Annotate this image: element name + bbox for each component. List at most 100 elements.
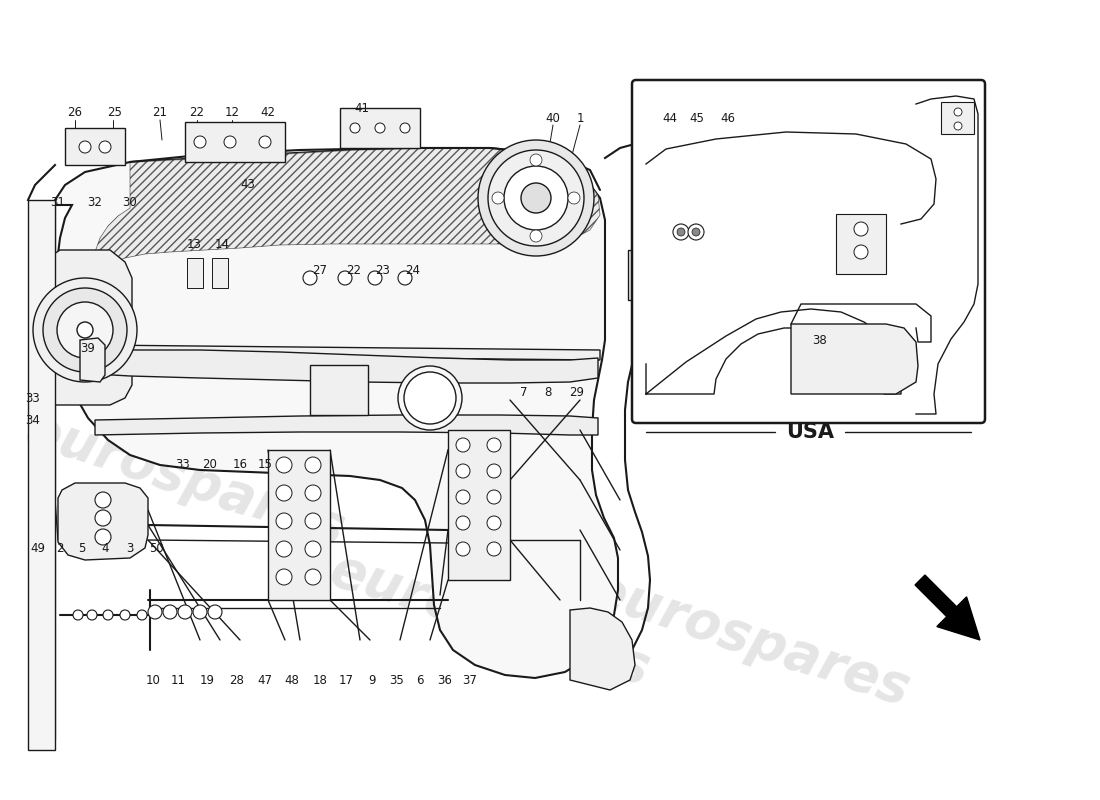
Circle shape [404,372,456,424]
Text: 33: 33 [176,458,190,471]
Circle shape [305,485,321,501]
Circle shape [192,605,207,619]
Text: 40: 40 [546,111,560,125]
FancyArrow shape [915,575,980,640]
Circle shape [456,438,470,452]
Text: 13: 13 [187,238,201,251]
Text: 36: 36 [438,674,452,686]
Text: 18: 18 [312,674,328,686]
Circle shape [305,541,321,557]
Circle shape [398,366,462,430]
Circle shape [478,140,594,256]
Polygon shape [39,250,132,405]
Text: 4: 4 [101,542,109,554]
Circle shape [398,271,412,285]
Circle shape [854,245,868,259]
Text: 27: 27 [312,263,328,277]
Circle shape [692,228,700,236]
Text: 45: 45 [690,111,704,125]
Circle shape [208,605,222,619]
Polygon shape [791,324,918,394]
Polygon shape [185,122,285,162]
Polygon shape [65,128,125,165]
Circle shape [99,141,111,153]
Circle shape [488,150,584,246]
Circle shape [456,516,470,530]
Text: 26: 26 [67,106,82,119]
Polygon shape [187,258,204,288]
Circle shape [530,230,542,242]
Circle shape [487,542,500,556]
Text: 3: 3 [126,542,134,554]
Circle shape [305,569,321,585]
Circle shape [375,123,385,133]
Text: 10: 10 [145,674,161,686]
Circle shape [138,610,147,620]
Circle shape [148,605,162,619]
Polygon shape [55,148,618,740]
Circle shape [224,136,236,148]
Text: 16: 16 [232,458,248,471]
Text: 25: 25 [108,106,122,119]
Polygon shape [268,450,330,600]
Polygon shape [80,338,104,382]
Circle shape [178,605,192,619]
Text: 35: 35 [389,674,405,686]
Text: 49: 49 [31,542,45,554]
Text: 30: 30 [122,195,138,209]
Circle shape [276,457,292,473]
Polygon shape [310,365,369,415]
Circle shape [487,438,500,452]
Circle shape [350,123,360,133]
Text: 6: 6 [416,674,424,686]
Text: 44: 44 [662,111,678,125]
Circle shape [568,192,580,204]
Circle shape [637,280,647,290]
Text: 23: 23 [375,263,390,277]
Circle shape [73,610,82,620]
Circle shape [95,510,111,526]
Text: 9: 9 [368,674,376,686]
Circle shape [276,485,292,501]
Circle shape [954,108,962,116]
Polygon shape [95,415,598,435]
Text: 1: 1 [576,111,584,125]
Circle shape [276,513,292,529]
Circle shape [77,322,94,338]
Circle shape [95,492,111,508]
Circle shape [487,516,500,530]
Polygon shape [340,108,420,148]
Polygon shape [940,102,974,134]
Polygon shape [28,200,55,750]
Text: 15: 15 [257,458,273,471]
Text: 33: 33 [25,391,41,405]
FancyBboxPatch shape [632,80,984,423]
Text: 22: 22 [189,106,205,119]
Circle shape [456,464,470,478]
Circle shape [305,513,321,529]
Circle shape [530,154,542,166]
Circle shape [57,302,113,358]
Circle shape [487,490,500,504]
Text: 32: 32 [88,195,102,209]
Text: 2: 2 [56,542,64,554]
Circle shape [456,490,470,504]
Text: 11: 11 [170,674,186,686]
Circle shape [688,224,704,240]
Polygon shape [95,350,598,383]
Polygon shape [836,214,886,274]
Circle shape [954,122,962,130]
Circle shape [95,529,111,545]
Text: 43: 43 [241,178,255,191]
Circle shape [676,228,685,236]
Polygon shape [570,608,635,690]
Circle shape [87,610,97,620]
Circle shape [43,288,126,372]
Circle shape [103,610,113,620]
Polygon shape [448,430,510,580]
Text: 22: 22 [346,263,362,277]
Text: 24: 24 [406,263,420,277]
Polygon shape [95,345,600,360]
Text: 41: 41 [354,102,370,114]
Circle shape [673,224,689,240]
